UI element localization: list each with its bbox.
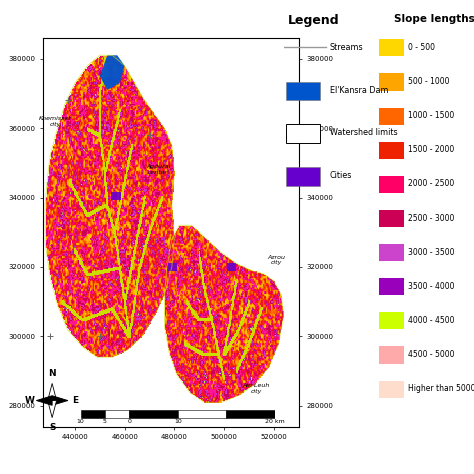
Bar [379, 278, 404, 295]
Bar [379, 108, 404, 125]
Text: W: W [24, 396, 34, 405]
Text: 0 - 500: 0 - 500 [408, 43, 435, 52]
Text: Slope lengths: Slope lengths [394, 14, 474, 24]
Text: 500 - 1000: 500 - 1000 [408, 77, 449, 86]
Text: N: N [48, 370, 56, 379]
Bar [379, 39, 404, 56]
Text: 0: 0 [127, 419, 131, 424]
Polygon shape [48, 401, 56, 418]
Text: 2000 - 2500: 2000 - 2500 [408, 180, 454, 188]
Bar [286, 82, 320, 100]
Text: S: S [49, 422, 55, 431]
Text: El'Kansra Dam: El'Kansra Dam [330, 86, 388, 94]
Bar [227, 410, 275, 418]
Text: Streams: Streams [330, 43, 364, 52]
Text: 1500 - 2000: 1500 - 2000 [408, 146, 454, 154]
Bar [379, 346, 404, 364]
Text: 10: 10 [174, 419, 182, 424]
Text: 10: 10 [77, 419, 84, 424]
Polygon shape [36, 396, 52, 405]
Text: Khemisset
city: Khemisset city [39, 116, 72, 127]
Bar [379, 176, 404, 193]
Text: Watershed limits: Watershed limits [330, 128, 398, 137]
Bar [379, 244, 404, 261]
Text: 4000 - 4500: 4000 - 4500 [408, 316, 454, 325]
Text: Higher than 5000: Higher than 5000 [408, 384, 474, 393]
Text: 2500 - 3000: 2500 - 3000 [408, 214, 454, 222]
Text: Cities: Cities [330, 171, 352, 180]
Text: 1000 - 1500: 1000 - 1500 [408, 111, 454, 120]
Bar [178, 410, 226, 418]
Bar [286, 167, 320, 186]
Polygon shape [227, 263, 237, 271]
Text: Legend: Legend [288, 14, 340, 27]
Text: 3000 - 3500: 3000 - 3500 [408, 248, 454, 256]
Text: Azrou
city: Azrou city [267, 255, 285, 265]
Polygon shape [48, 383, 56, 401]
Bar [379, 312, 404, 329]
Text: 5: 5 [103, 419, 107, 424]
Bar [105, 410, 129, 418]
Text: 20 km: 20 km [265, 419, 285, 424]
Text: Ain Leuh
city: Ain Leuh city [243, 383, 270, 394]
Polygon shape [100, 55, 125, 90]
Bar [379, 142, 404, 159]
Bar [129, 410, 178, 418]
Text: Agourai
center: Agourai center [146, 164, 170, 175]
Bar [379, 210, 404, 227]
Polygon shape [111, 191, 121, 200]
Polygon shape [52, 396, 68, 405]
Bar [379, 381, 404, 398]
Text: 4500 - 5000: 4500 - 5000 [408, 350, 454, 359]
Polygon shape [167, 263, 177, 271]
Bar [379, 73, 404, 91]
Bar [286, 124, 320, 143]
Bar [81, 410, 105, 418]
Text: E: E [72, 396, 78, 405]
Text: 3500 - 4000: 3500 - 4000 [408, 282, 454, 291]
